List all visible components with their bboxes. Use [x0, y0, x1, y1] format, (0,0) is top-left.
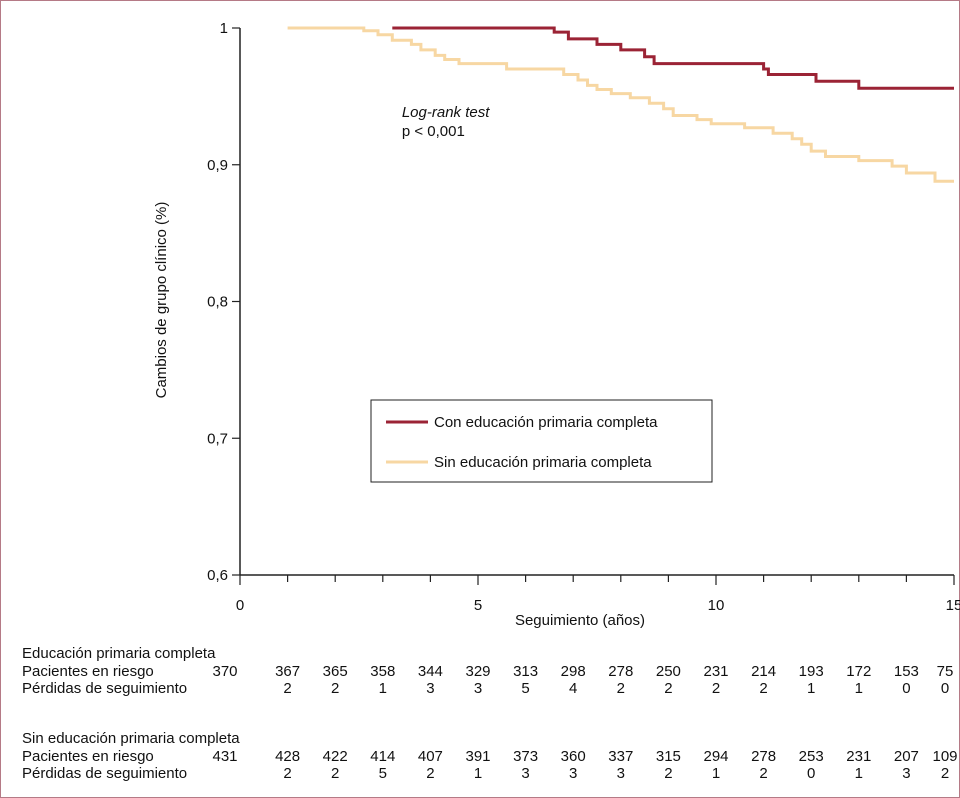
annotation-test-name: Log-rank test [402, 104, 490, 121]
x-axis-title: Seguimiento (años) [515, 612, 645, 629]
x-tick-label: 15 [946, 597, 960, 614]
series-line-without-primary [287, 26, 954, 183]
y-tick-label: 0,9 [207, 157, 228, 174]
legend-label-without-primary: Sin educación primaria completa [434, 454, 652, 471]
y-axis-title: Cambios de grupo clínico (%) [153, 202, 170, 399]
axes-layer [239, 28, 954, 576]
series-line-with-primary [392, 26, 954, 90]
y-tick-label: 0,6 [207, 567, 228, 584]
legend: Con educación primaria completa Sin educ… [370, 399, 713, 483]
legend-label-with-primary: Con educación primaria completa [434, 414, 658, 431]
x-tick-label: 10 [708, 597, 725, 614]
legend-box [370, 399, 713, 483]
annotation-p-value: p < 0,001 [402, 123, 465, 140]
ticks-layer: 0 5 10 15 0,6 0,7 0,8 0,9 1 [207, 20, 960, 614]
y-tick-label: 0,7 [207, 430, 228, 447]
y-tick-label: 1 [220, 20, 228, 37]
x-tick-label: 0 [236, 597, 244, 614]
log-rank-annotation: Log-rank test p < 0,001 [402, 104, 490, 140]
series-layer [287, 26, 954, 183]
y-tick-label: 0,8 [207, 294, 228, 311]
x-tick-label: 5 [474, 597, 482, 614]
